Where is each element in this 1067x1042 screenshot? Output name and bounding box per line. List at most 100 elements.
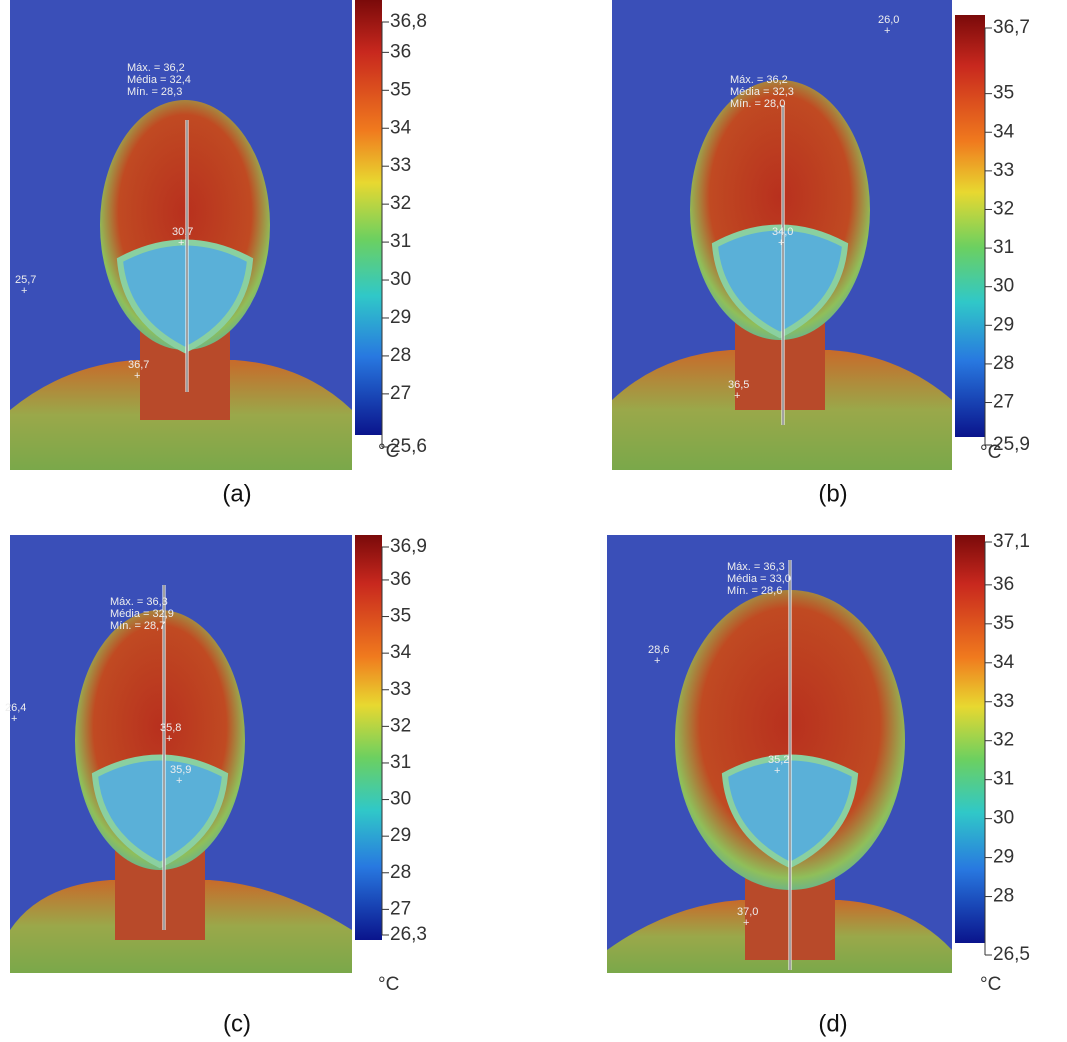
color-bar: [355, 535, 382, 940]
scale-label: 30: [993, 276, 1014, 297]
stat-label: Média = 32,4: [127, 74, 191, 86]
spot-label: 37,0: [737, 906, 758, 918]
scale-label: 31: [993, 769, 1014, 790]
mask: [91, 754, 229, 869]
spot-marker: +: [778, 237, 784, 249]
spot-label: 30,7: [172, 226, 193, 238]
scale-label: 35: [390, 79, 411, 100]
spot-label: 26,0: [878, 14, 899, 26]
scale-label: 27: [390, 898, 411, 919]
spot-label: 35,9: [170, 764, 191, 776]
scale-label: 26,3: [390, 924, 427, 945]
spot-label: 34,0: [772, 226, 793, 238]
scale-label: 34: [993, 121, 1015, 142]
scale-label: 33: [390, 679, 411, 700]
mask: [711, 224, 849, 339]
scale-label: 32: [390, 715, 411, 736]
stat-label: Mín. = 28,7: [110, 620, 165, 632]
stat-label: Mín. = 28,3: [127, 86, 182, 98]
caption: (d): [818, 1010, 847, 1037]
scale-label: 29: [390, 825, 411, 846]
stat-label: Mín. = 28,6: [727, 585, 782, 597]
spot-label: 26,4: [5, 702, 26, 714]
scale-label: 25,9: [993, 434, 1030, 455]
spot-marker: +: [11, 713, 17, 725]
stat-label: Média = 33,0: [727, 573, 791, 585]
caption: (c): [223, 1010, 251, 1037]
scale-label: 29: [390, 307, 411, 328]
scale-label: 26,5: [993, 944, 1030, 965]
color-bar: [955, 15, 985, 437]
unit-label: °C: [980, 442, 1001, 463]
spot-marker: +: [176, 775, 182, 787]
scale-label: 34: [390, 117, 412, 138]
spot-marker: +: [654, 655, 660, 667]
spot-marker: +: [21, 285, 27, 297]
spot-marker: +: [884, 25, 890, 37]
scale-label: 34: [993, 652, 1015, 673]
scale-label: 37,1: [993, 531, 1030, 552]
scale-label: 35: [993, 83, 1014, 104]
scale-label: 27: [390, 383, 411, 404]
scale-label: 30: [390, 269, 411, 290]
stat-label: Máx. = 36,2: [730, 74, 788, 86]
stat-label: Mín. = 28,0: [730, 98, 785, 110]
scale-label: 29: [993, 314, 1014, 335]
stat-label: Máx. = 36,3: [110, 596, 168, 608]
spot-label: 36,7: [128, 359, 149, 371]
spot-marker: +: [743, 917, 749, 929]
scale-label: 31: [390, 231, 411, 252]
scale-label: 25,6: [390, 436, 427, 457]
spot-label: 35,8: [160, 722, 181, 734]
scale-label: 33: [390, 155, 411, 176]
unit-label: °C: [378, 441, 399, 462]
scale-label: 33: [993, 160, 1014, 181]
stat-label: Média = 32,3: [730, 86, 794, 98]
spot-label: 36,5: [728, 379, 749, 391]
scale-label: 28: [993, 353, 1014, 374]
unit-label: °C: [980, 974, 1001, 995]
stat-label: Máx. = 36,3: [727, 561, 785, 573]
scale-label: 36,7: [993, 17, 1030, 38]
scale-label: 28: [993, 886, 1014, 907]
scale-label: 36: [390, 569, 411, 590]
scale-label: 32: [993, 730, 1014, 751]
scale-label: 32: [390, 193, 411, 214]
color-bar: [355, 0, 382, 435]
stat-label: Máx. = 36,2: [127, 62, 185, 74]
scale-label: 35: [390, 606, 411, 627]
scale-label: 32: [993, 198, 1014, 219]
scale-label: 30: [993, 808, 1014, 829]
scale-label: 36: [993, 574, 1014, 595]
scale-label: 33: [993, 691, 1014, 712]
spot-marker: +: [166, 733, 172, 745]
spot-label: 35,2: [768, 754, 789, 766]
spot-label: 25,7: [15, 274, 36, 286]
scale-label: 29: [993, 847, 1014, 868]
mask: [116, 239, 254, 354]
scale-label: 35: [993, 613, 1014, 634]
spot-label: 28,6: [648, 644, 669, 656]
spot-marker: +: [178, 237, 184, 249]
stat-label: Média = 32,9: [110, 608, 174, 620]
scale-label: 30: [390, 789, 411, 810]
spot-marker: +: [734, 390, 740, 402]
scale-label: 34: [390, 642, 412, 663]
spot-marker: +: [774, 765, 780, 777]
scale-label: 28: [390, 862, 411, 883]
color-bar: [955, 535, 985, 943]
scale-label: 28: [390, 345, 411, 366]
scale-label: 36,9: [390, 536, 427, 557]
scale-label: 31: [993, 237, 1014, 258]
unit-label: °C: [378, 974, 399, 995]
scale-label: 31: [390, 752, 411, 773]
spot-marker: +: [134, 370, 140, 382]
scale-label: 27: [993, 392, 1014, 413]
scale-label: 36: [390, 41, 411, 62]
